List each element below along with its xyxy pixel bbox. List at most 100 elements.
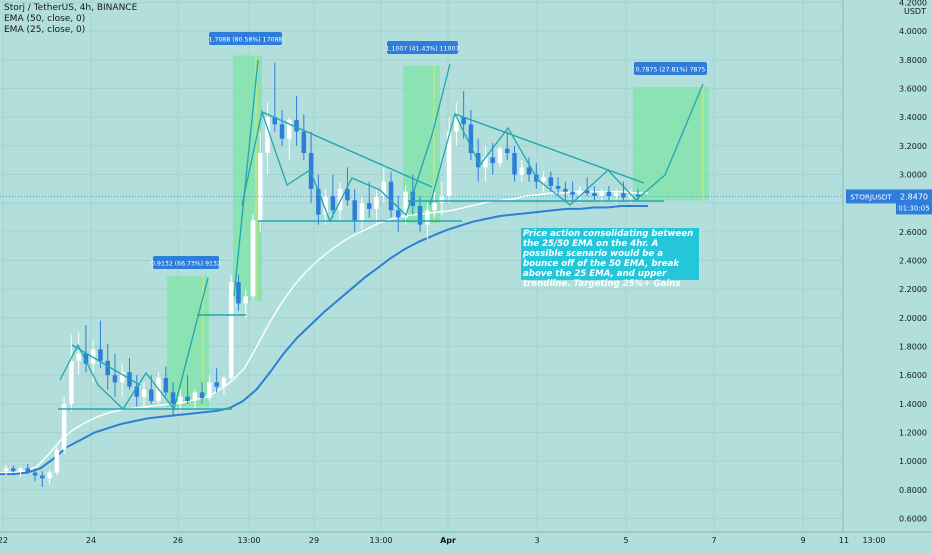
y-tick-label: 0.6000 [899, 515, 927, 524]
x-tick-label: 11 [839, 536, 849, 545]
candle-body [461, 117, 466, 125]
x-tick-label: Apr [440, 536, 456, 545]
x-tick-label: 5 [623, 536, 628, 545]
x-tick-label: 3 [534, 536, 539, 545]
candle-body [250, 220, 256, 297]
candle-body [446, 131, 452, 197]
y-tick-label: 3.8000 [899, 56, 927, 65]
projection-label: 1.7088 (80.58%) 17088 [209, 37, 283, 44]
candle-body [621, 193, 626, 198]
x-tick-label: 13:00 [237, 536, 260, 545]
candle-body [54, 449, 60, 473]
candle-body [374, 196, 379, 209]
candle-body [279, 124, 285, 139]
candle-body [366, 203, 372, 209]
price-badge-value: 2.8470 [900, 192, 928, 201]
candle-body [454, 117, 459, 132]
candle-body [613, 193, 619, 197]
candle-body [265, 117, 270, 154]
x-tick-label: 13:00 [862, 536, 885, 545]
pattern-path [233, 59, 259, 297]
candle-body [98, 349, 103, 361]
ema25-line [0, 191, 648, 474]
candle-body [330, 196, 336, 211]
candle-body [584, 190, 590, 194]
candle-body [519, 167, 525, 175]
candle-body [541, 177, 546, 182]
candle-body [599, 191, 604, 197]
candle-body [272, 117, 278, 125]
y-tick-label: 3.0000 [899, 171, 927, 180]
candle-body [61, 403, 67, 450]
candle-body [207, 382, 212, 399]
candle-body [592, 193, 597, 197]
projection-label: 0.9132 (66.73%) 9132 [151, 261, 221, 268]
ema25-label: EMA (25, close, 0) [4, 25, 86, 35]
candle-body [635, 194, 641, 197]
x-tick-label: 9 [800, 536, 805, 545]
ema50-line [0, 205, 648, 476]
candle-body [236, 282, 241, 304]
analysis-note: Price action consolidating between the 2… [521, 228, 699, 289]
candle-body [40, 475, 45, 479]
price-badge-countdown: 01:30:05 [898, 204, 929, 212]
candle-body [548, 177, 554, 186]
candle-body [345, 188, 350, 201]
candle-body [337, 188, 343, 211]
candle-body [425, 210, 430, 225]
candle-body [25, 468, 31, 473]
candle-body [439, 196, 445, 204]
x-tick-label: 13:00 [369, 536, 392, 545]
candle-body [3, 468, 9, 472]
candle-body [163, 378, 169, 393]
candle-body [497, 148, 503, 164]
candle-body [628, 194, 633, 198]
projection-label: 0.7875 (27.81%) 7875 [636, 67, 706, 74]
y-tick-label: 2.2000 [899, 285, 927, 294]
y-axis-panel [843, 0, 932, 550]
symbol-label: Storj / TetherUS, 4h, BINANCE [4, 3, 138, 13]
ema50-label: EMA (50, close, 0) [4, 14, 86, 24]
y-tick-label: 0.8000 [899, 486, 927, 495]
candle-body [555, 185, 561, 189]
price-badge-symbol [846, 189, 896, 204]
candle-body [352, 200, 357, 221]
candle-body [243, 296, 248, 304]
y-tick-label: 4.0000 [899, 27, 927, 36]
candle-body [308, 153, 314, 189]
candle-body [570, 191, 575, 195]
pattern-path [429, 83, 704, 206]
projection-label: 1.1007 (41.43%) 11007 [386, 46, 460, 53]
y-tick-label: 2.0000 [899, 314, 927, 323]
projection-box [633, 87, 709, 201]
candle-body [199, 392, 205, 399]
y-tick-label: 2.6000 [899, 228, 927, 237]
candle-body [468, 124, 474, 154]
candle-body [83, 353, 89, 364]
candle-body [149, 389, 154, 401]
candle-body [323, 196, 328, 215]
candle-body [432, 203, 437, 211]
candle-body [301, 131, 307, 154]
candle-body [504, 148, 510, 154]
y-tick-label: 2.4000 [899, 257, 927, 266]
candle-body [105, 360, 110, 376]
candle-body [512, 153, 517, 175]
candle-body [170, 392, 176, 404]
candle-body [316, 188, 321, 215]
y-tick-label: 3.2000 [899, 142, 927, 151]
trendline [454, 113, 645, 184]
y-tick-label: 1.0000 [899, 457, 927, 466]
price-badge-symbol-text: STORJUSDT [850, 192, 892, 201]
candle-body [396, 210, 401, 218]
candle-body [606, 191, 612, 197]
y-axis-unit: USDT [904, 7, 926, 16]
x-tick-label: 24 [86, 536, 96, 545]
candle-body [410, 191, 416, 207]
candle-body [287, 120, 292, 139]
trendline [261, 111, 433, 188]
candle-body [403, 191, 408, 218]
candle-body [76, 353, 81, 361]
